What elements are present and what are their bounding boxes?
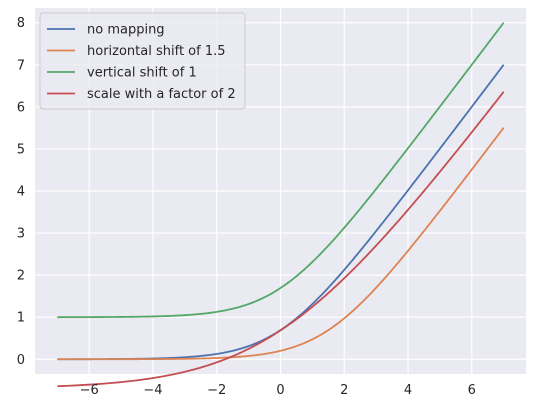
series-line	[57, 22, 505, 319]
legend-label: scale with a factor of 2	[87, 87, 236, 102]
y-tick-label: 4	[17, 185, 25, 200]
x-axis-ticks: −6 −4 −2 0 2 4 6	[80, 383, 476, 398]
y-tick-label: 2	[17, 269, 25, 284]
y-tick-label: 1	[17, 311, 25, 326]
x-tick-label: −4	[143, 383, 162, 398]
y-tick-label: 7	[17, 58, 25, 73]
legend-label: horizontal shift of 1.5	[87, 44, 226, 59]
y-tick-label: 8	[17, 16, 25, 31]
y-tick-label: 3	[17, 227, 25, 242]
x-tick-label: 4	[404, 383, 412, 398]
y-tick-label: 6	[17, 100, 25, 115]
x-tick-label: 0	[276, 383, 284, 398]
series-layer	[57, 22, 505, 388]
series-line	[57, 127, 505, 361]
y-axis-ticks: 0 1 2 3 4 5 6 7 8	[17, 16, 25, 368]
legend-box	[39, 12, 246, 110]
x-tick-label: −2	[207, 383, 226, 398]
x-tick-label: 2	[340, 383, 348, 398]
legend-label: vertical shift of 1	[87, 66, 197, 81]
y-tick-label: 5	[17, 142, 25, 157]
series-line	[57, 91, 505, 388]
legend-label: no mapping	[87, 23, 165, 38]
x-tick-label: 6	[468, 383, 476, 398]
y-tick-label: 0	[17, 353, 25, 368]
legend: no mapping horizontal shift of 1.5 vertica…	[39, 12, 246, 110]
x-tick-label: −6	[80, 383, 99, 398]
